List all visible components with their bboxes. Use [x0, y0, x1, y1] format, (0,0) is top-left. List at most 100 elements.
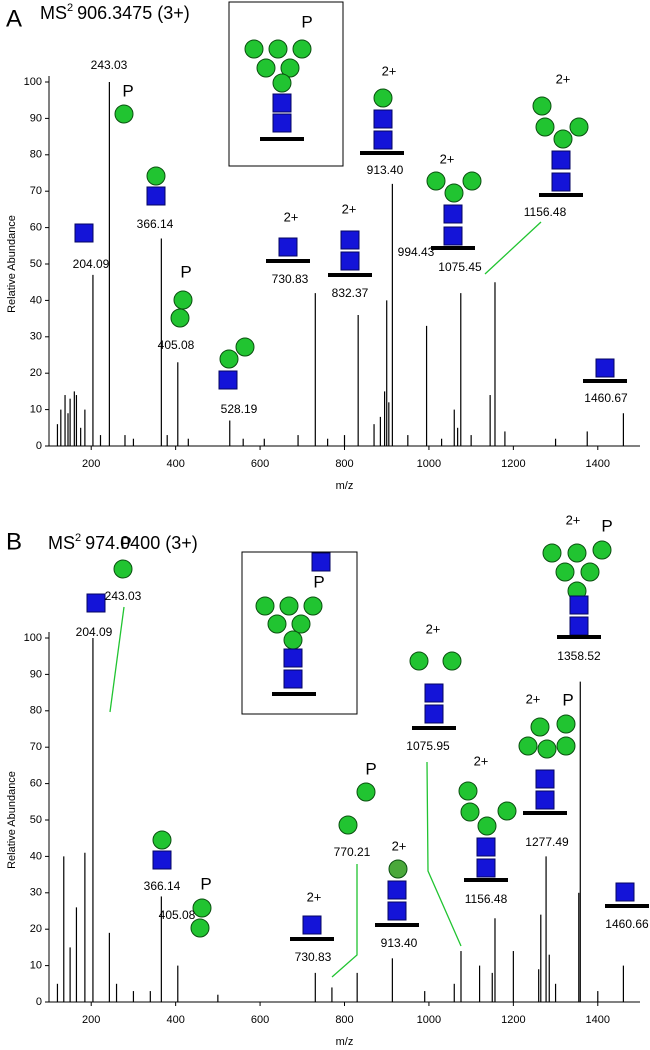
glycan-circle [113, 559, 133, 579]
glycan-square [595, 358, 615, 378]
glycan-square [146, 186, 166, 206]
glycan-square [615, 882, 635, 902]
glycan-square [551, 150, 571, 170]
x-tick-label: 800 [335, 458, 353, 470]
title-main: MS [48, 533, 75, 553]
peak-label: 405.08 [158, 338, 195, 352]
connector [331, 864, 358, 978]
panel-letter: B [6, 528, 22, 555]
glycan-square [86, 593, 106, 613]
y-tick-label: 50 [30, 258, 42, 270]
glycan-circle [256, 58, 276, 78]
glycan-bar [412, 726, 456, 730]
glycan-bar [464, 878, 508, 882]
title-rest: 906.3475 (3+) [77, 3, 190, 23]
y-tick-label: 0 [36, 996, 42, 1008]
glycan-circle [535, 117, 555, 137]
charge-label: 2+ [426, 621, 441, 636]
y-tick-label: 70 [30, 741, 42, 753]
y-tick-label: 40 [30, 850, 42, 862]
charge-label: 2+ [526, 691, 541, 706]
glycan-square [424, 683, 444, 703]
peak-label: 994.43 [398, 245, 435, 259]
glycan-square [302, 915, 322, 935]
glycan-square [443, 226, 463, 246]
glycan-circle [556, 714, 576, 734]
y-tick-label: 100 [24, 76, 42, 88]
glycan-circle [373, 88, 393, 108]
glycan-square [373, 130, 393, 150]
charge-label: 2+ [307, 889, 322, 904]
glycan-square [569, 595, 589, 615]
phospho-label: P [122, 81, 133, 100]
x-tick-label: 600 [251, 1014, 269, 1026]
glycan-bar [360, 151, 404, 155]
glycan-square [74, 223, 94, 243]
glycan-circle [462, 171, 482, 191]
glycan-square [218, 370, 238, 390]
peak-label: 1075.95 [406, 739, 450, 753]
glycan-circle [152, 830, 172, 850]
y-axis-label: Relative Abundance [6, 771, 18, 869]
glycan-circle [190, 918, 210, 938]
x-tick-label: 800 [335, 1014, 353, 1026]
glycan-circle [530, 717, 550, 737]
glycan-circle [219, 349, 239, 369]
glycan-circle [542, 543, 562, 563]
glycan-circle [338, 815, 358, 835]
y-tick-label: 30 [30, 331, 42, 343]
glycan-bar [557, 635, 601, 639]
peak-label: 730.83 [272, 272, 309, 286]
glycan-square [387, 880, 407, 900]
glycan-square [569, 616, 589, 636]
glycan-circle [283, 630, 303, 650]
peak-label: 243.03 [91, 58, 128, 72]
glycan-circle [280, 58, 300, 78]
chart-title: MS2 906.3475 (3+) [40, 2, 190, 23]
glycan-circle [279, 596, 299, 616]
glycan-bar [605, 904, 649, 908]
x-tick-label: 400 [166, 458, 184, 470]
inset-box [228, 1, 344, 167]
glycan-circle [555, 562, 575, 582]
x-tick-label: 1200 [501, 1014, 525, 1026]
glycan-circle [537, 739, 557, 759]
glycan-bar [272, 692, 316, 696]
glycan-circle [388, 859, 408, 879]
peak-label: 243.03 [105, 589, 142, 603]
peak-label: 730.83 [295, 950, 332, 964]
phospho-label: P [200, 874, 211, 893]
y-tick-label: 80 [30, 149, 42, 161]
glycan-square [283, 648, 303, 668]
x-axis-label: m/z [336, 480, 354, 492]
x-tick-label: 600 [251, 458, 269, 470]
peak-label: 1156.48 [524, 205, 567, 219]
title-main: MS [40, 3, 67, 23]
glycan-circle [426, 171, 446, 191]
glycan-square [443, 204, 463, 224]
peak-label: 366.14 [144, 879, 181, 893]
glycan-circle [569, 117, 589, 137]
y-tick-label: 20 [30, 367, 42, 379]
glycan-circle [460, 802, 480, 822]
glycan-square [272, 113, 292, 133]
glycan-circle [272, 73, 292, 93]
inset-phospho: P [313, 572, 324, 591]
peak-label: 770.21 [334, 845, 371, 859]
phospho-label: P [601, 516, 612, 535]
glycan-circle [567, 543, 587, 563]
y-tick-label: 60 [30, 778, 42, 790]
peak-label: 405.08 [159, 908, 196, 922]
glycan-circle [553, 129, 573, 149]
title-sup: 2 [75, 532, 81, 544]
glycan-circle [303, 596, 323, 616]
y-tick-label: 10 [30, 960, 42, 972]
peak-label: 204.09 [76, 625, 113, 639]
peak-label: 1460.67 [584, 391, 628, 405]
phospho-label: P [180, 262, 191, 281]
glycan-square [535, 790, 555, 810]
glycan-square [373, 109, 393, 129]
glycan-square [272, 93, 292, 113]
charge-label: 2+ [556, 71, 571, 86]
y-tick-label: 90 [30, 112, 42, 124]
